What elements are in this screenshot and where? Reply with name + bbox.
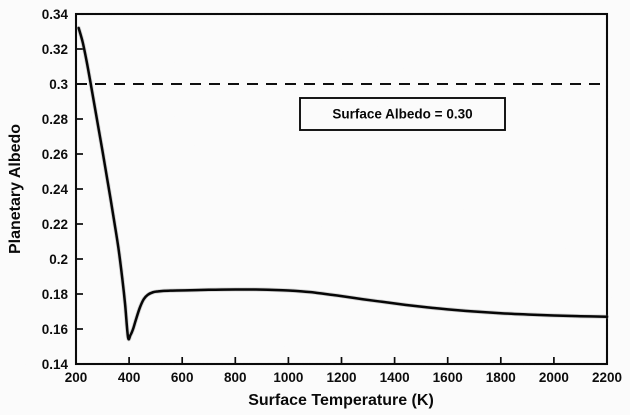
- scan-grain-overlay: [0, 0, 630, 415]
- planetary-albedo-figure: 0.14 0.16 0.18 0.2 0.22 0.24 0.26 0.28 0.3 0.32 0.…: [0, 0, 630, 415]
- chart-canvas: 0.140.160.180.20.220.240.260.280.30.320.…: [0, 0, 630, 415]
